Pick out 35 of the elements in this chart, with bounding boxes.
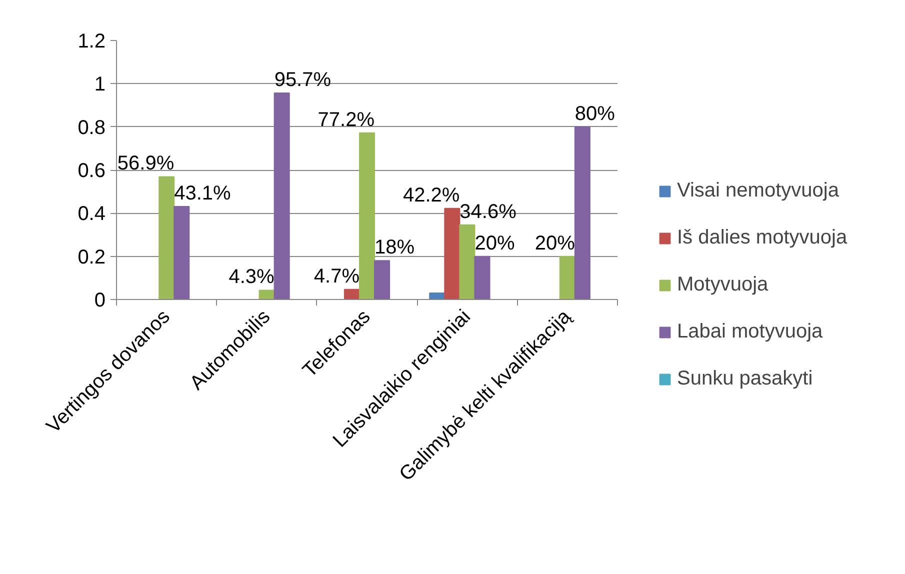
data-label: 95.7% (274, 68, 332, 91)
bar (559, 256, 576, 300)
data-label: 20% (474, 232, 515, 254)
bar (358, 132, 376, 300)
data-label: 43.1% (174, 182, 232, 204)
bar (474, 256, 490, 300)
y-tick-label: 0.2 (78, 246, 106, 268)
y-tick-label: 0.4 (78, 203, 106, 226)
y-tick-label: 0 (94, 290, 106, 312)
bar (258, 290, 275, 300)
data-label: 42.2% (402, 184, 460, 206)
data-label: 4.7% (314, 265, 360, 288)
y-tick-label: 1 (94, 74, 106, 96)
data-label: 34.6% (460, 200, 517, 223)
bar (574, 126, 590, 300)
data-label: 4.3% (228, 266, 275, 288)
bar (158, 176, 175, 300)
bar (274, 92, 290, 300)
bar (444, 208, 460, 300)
y-tick-label: 0.6 (78, 160, 106, 182)
bar (174, 206, 190, 300)
data-label: 80% (574, 102, 616, 125)
y-tick-label: 1.2 (78, 30, 106, 52)
data-label: 20% (534, 232, 576, 254)
y-tick-label: 0.8 (78, 116, 106, 139)
data-label: 56.9% (117, 152, 174, 175)
data-label: 77.2% (318, 108, 375, 131)
bar (374, 260, 390, 300)
legend-label: Sunku pasakyti (677, 367, 813, 390)
data-label: 18% (374, 236, 415, 259)
legend-label: Iš dalies motyvuoja (677, 226, 848, 249)
legend-label: Labai motyvuoja (677, 320, 823, 343)
legend-label: Motyvuoja (677, 273, 768, 296)
legend-label: Visai nemotyvuoja (677, 179, 839, 202)
bar (459, 224, 476, 300)
